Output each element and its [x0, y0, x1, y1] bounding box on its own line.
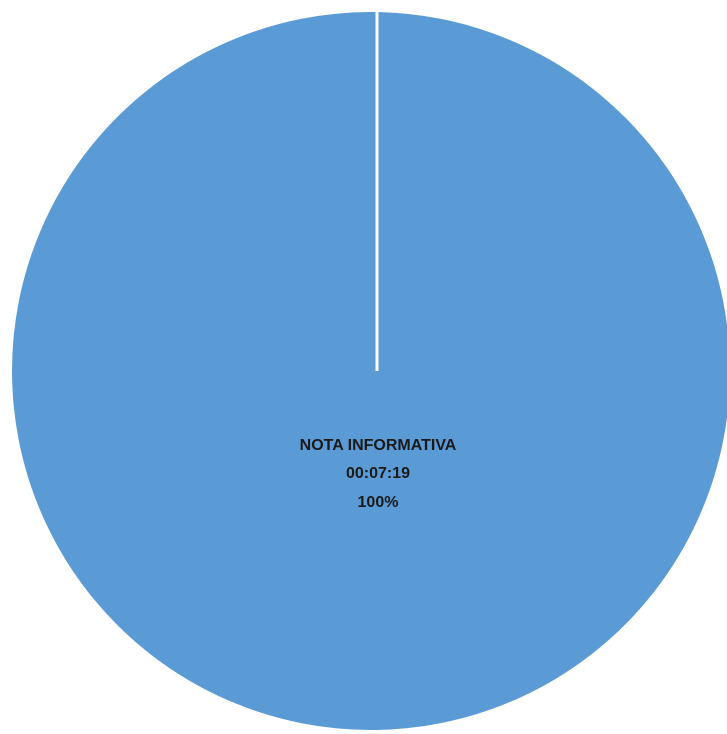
pie-slice-0 [12, 12, 727, 730]
slice-label-category: NOTA INFORMATIVA [300, 437, 457, 454]
slices-layer [12, 12, 727, 730]
slice-label-duration: 00:07:19 [346, 465, 410, 482]
slice-labels: NOTA INFORMATIVA 00:07:19 100% [300, 437, 457, 511]
slice-label-percent: 100% [358, 494, 399, 511]
